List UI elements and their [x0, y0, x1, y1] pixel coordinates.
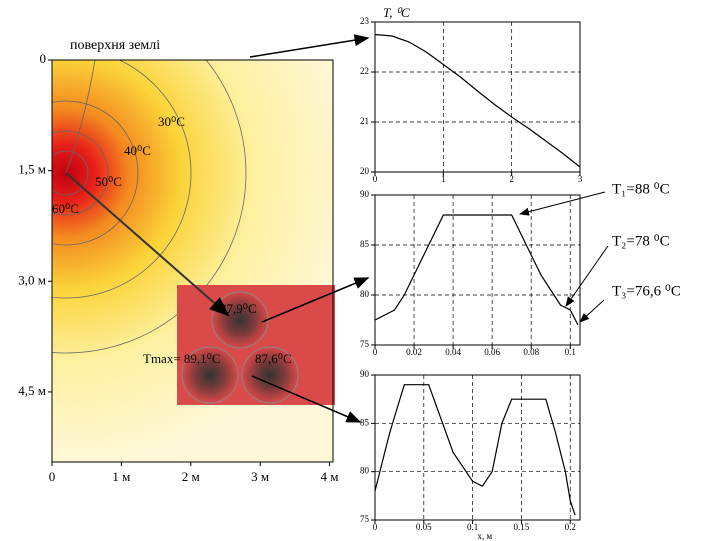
x-tick-label: 4 м	[321, 469, 339, 484]
x-tick-label: 2	[509, 174, 514, 184]
annotation: 60⁰C	[52, 201, 79, 216]
y-tick-label: 85	[360, 417, 370, 427]
x-tick-label: 0.04	[445, 347, 461, 357]
x-tick-label: 3	[578, 174, 583, 184]
plot-frame	[374, 374, 581, 521]
annotation: T₁=88 ⁰C	[612, 181, 670, 197]
x-tick-label: 0.05	[416, 522, 432, 532]
annotation: поверхня землі	[70, 38, 160, 53]
line-series	[374, 214, 579, 326]
y-tick-label: 85	[360, 239, 370, 249]
y-tick-label: 22	[360, 66, 369, 76]
x-tick-label: 0.15	[514, 522, 530, 532]
x-tick-label: 0.1	[565, 347, 576, 357]
line-series	[374, 384, 576, 516]
x-tick-label: 2 м	[182, 469, 200, 484]
y-tick-label: 90	[360, 369, 370, 379]
contours	[52, 60, 247, 354]
y-tick-label: 23	[360, 16, 370, 26]
x-tick-label: 1	[441, 174, 446, 184]
y-tick-label: 1,5 м	[18, 162, 46, 177]
annotation: T₃=76,6 ⁰C	[612, 283, 681, 299]
plot-frame	[374, 21, 581, 173]
y-tick-label: 3,0 м	[18, 272, 46, 287]
y-tick-label: 75	[360, 514, 370, 524]
y-tick-label: 0	[40, 51, 47, 66]
x-tick-label: 0.02	[406, 347, 422, 357]
annotation: Tmax= 89,1⁰C	[143, 351, 221, 366]
y-tick-label: 4,5 м	[18, 383, 46, 398]
x-tick-label: 3 м	[251, 469, 269, 484]
annotation: 30⁰C	[158, 114, 185, 129]
annotation: 40⁰C	[124, 143, 151, 158]
y-tick-label: 80	[360, 466, 370, 476]
x-tick-label: 0	[373, 522, 378, 532]
y-axis-label: T, ⁰C	[383, 5, 410, 20]
x-axis-label: x, м	[478, 531, 493, 541]
y-tick-label: 20	[360, 166, 370, 176]
arrows	[65, 34, 609, 423]
x-tick-label: 0	[373, 174, 378, 184]
x-tick-label: 0.1	[467, 522, 478, 532]
x-tick-label: 0.08	[523, 347, 539, 357]
x-tick-label: 0.06	[484, 347, 500, 357]
plot-frame	[51, 59, 334, 463]
inset	[177, 285, 335, 405]
plot-frame	[374, 194, 581, 346]
y-tick-label: 21	[360, 116, 369, 126]
x-tick-label: 1 м	[112, 469, 130, 484]
y-tick-label: 90	[360, 189, 370, 199]
annotation: 87,9⁰C	[220, 301, 257, 316]
annotation: 87,6⁰C	[255, 351, 292, 366]
line-series	[374, 33, 581, 168]
annotation: T₂=78 ⁰C	[612, 233, 670, 249]
annotation: 50⁰C	[95, 174, 122, 189]
x-tick-label: 0	[49, 469, 56, 484]
y-tick-label: 80	[360, 289, 370, 299]
x-tick-label: 0.2	[565, 522, 576, 532]
y-tick-label: 75	[360, 339, 370, 349]
x-tick-label: 0	[373, 347, 378, 357]
